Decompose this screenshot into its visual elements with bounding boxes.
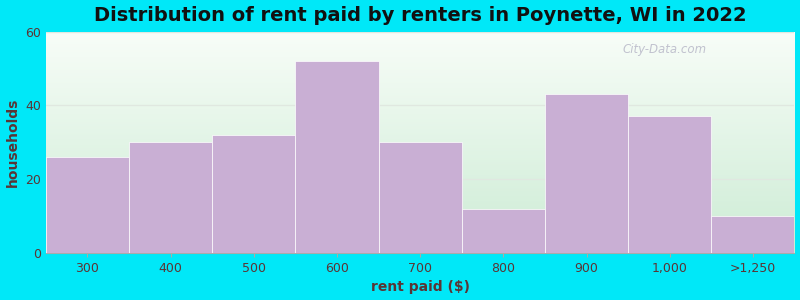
X-axis label: rent paid ($): rent paid ($) (370, 280, 470, 294)
Bar (378, 142, 462, 253)
Bar (129, 142, 212, 253)
Bar (711, 216, 794, 253)
Y-axis label: households: households (6, 98, 19, 187)
Bar (212, 135, 295, 253)
Bar (295, 61, 378, 253)
Bar (462, 208, 545, 253)
Bar (628, 116, 711, 253)
Bar (545, 94, 628, 253)
Bar (46, 157, 129, 253)
Title: Distribution of rent paid by renters in Poynette, WI in 2022: Distribution of rent paid by renters in … (94, 6, 746, 25)
Text: City-Data.com: City-Data.com (622, 43, 706, 56)
